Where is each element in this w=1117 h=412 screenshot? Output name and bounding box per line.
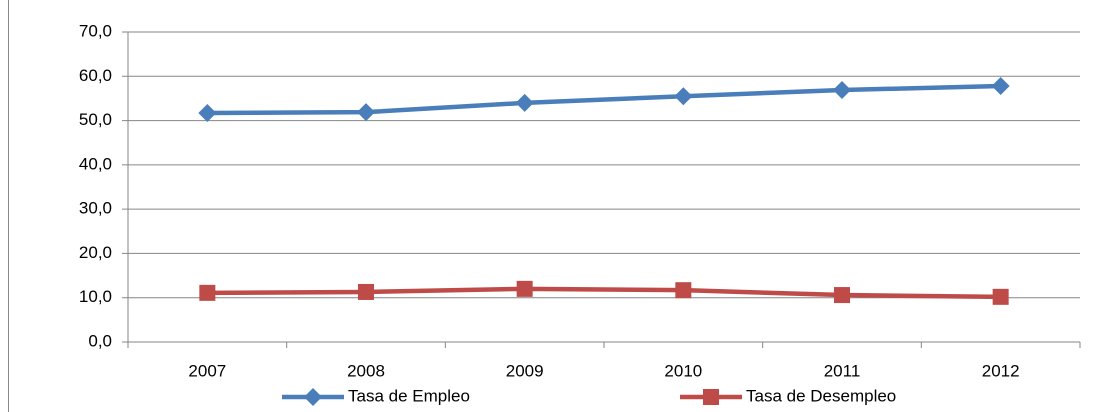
data-point [834,287,850,304]
y-tick-label: 20,0 [79,243,112,262]
data-point [991,77,1010,96]
y-tick-label: 60,0 [79,66,112,85]
data-point [516,280,533,297]
series-line [207,286,1001,300]
legend-label: Tasa de Desempleo [746,386,896,405]
data-point [199,284,216,301]
legend-marker [703,389,719,405]
x-tick-label: 2011 [824,361,861,380]
y-tick-label: 50,0 [79,110,112,129]
x-tick-label: 2012 [982,361,1020,380]
legend-marker [304,388,322,406]
data-point [992,288,1009,305]
data-point [515,93,534,112]
chart-frame [8,0,9,412]
data-point [357,103,375,122]
x-tick-label: 2007 [188,361,226,380]
series-line [207,83,1001,116]
data-point [674,87,693,106]
y-tick-label: 30,0 [79,199,112,218]
y-tick-label: 70,0 [79,21,112,40]
data-point [833,81,851,100]
x-tick-label: 2010 [664,361,702,380]
data-point [198,104,217,123]
y-tick-label: 40,0 [79,154,112,173]
data-point [675,282,692,299]
y-tick-label: 0,0 [88,331,112,350]
x-tick-label: 2009 [506,361,544,380]
x-tick-label: 2008 [347,361,385,380]
legend-label: Tasa de Empleo [348,386,470,405]
data-point [358,283,374,300]
y-tick-label: 10,0 [79,287,112,306]
